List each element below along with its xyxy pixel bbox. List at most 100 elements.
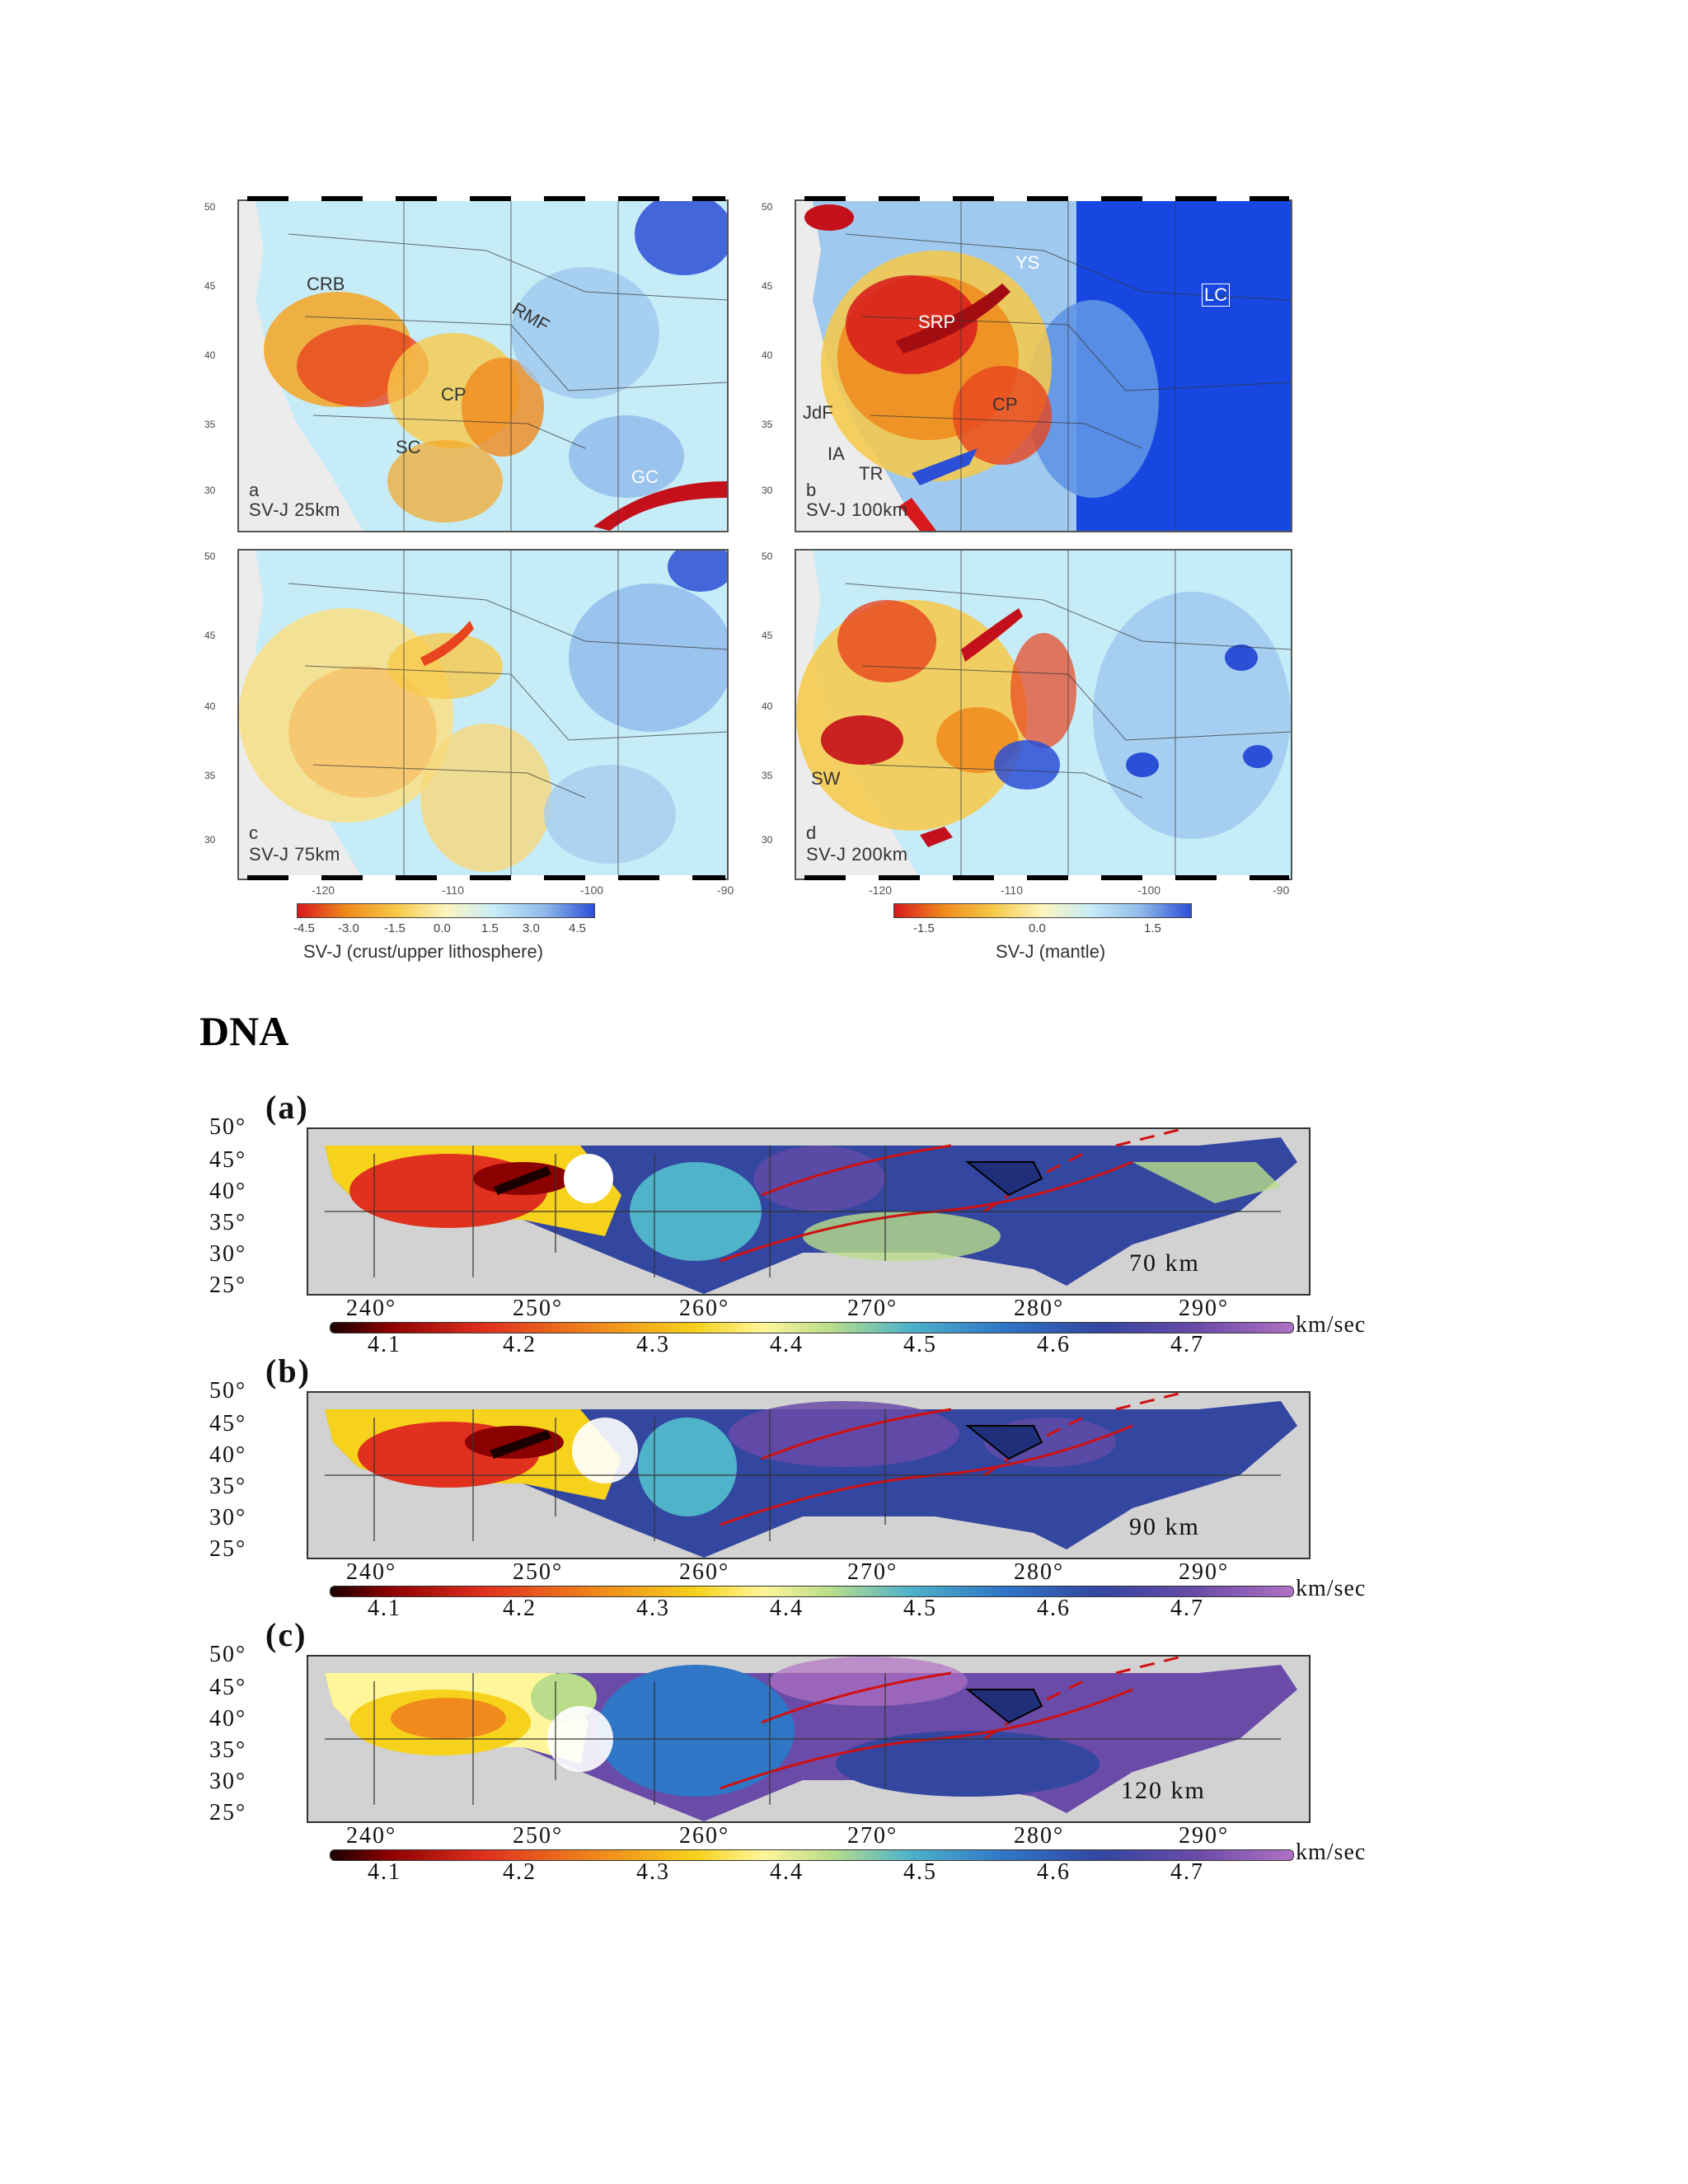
region-label: IA bbox=[828, 443, 845, 464]
colorbar-tick: 4.7 bbox=[1170, 1859, 1204, 1885]
lon-tick: -110 bbox=[442, 883, 464, 897]
colorbar-tick: 4.5 bbox=[903, 1332, 937, 1357]
lon-tick: 270° bbox=[847, 1296, 898, 1321]
section-heading: DNA bbox=[199, 1008, 289, 1054]
lon-tick: 250° bbox=[513, 1559, 564, 1585]
colorbar-tick: 4.7 bbox=[1170, 1332, 1204, 1357]
lat-tick: 40° bbox=[209, 1179, 247, 1204]
colorbar-title: SV-J (mantle) bbox=[996, 941, 1106, 962]
colorbar-tick: -3.0 bbox=[338, 921, 359, 935]
lat-tick: 40° bbox=[209, 1442, 247, 1468]
colorbar-tick: 4.1 bbox=[368, 1332, 401, 1357]
colorbar-tick: 4.6 bbox=[1037, 1332, 1071, 1357]
colorbar-tick: 4.6 bbox=[1037, 1859, 1071, 1885]
lon-tick: 250° bbox=[513, 1296, 564, 1321]
lat-tick: 30° bbox=[209, 1769, 247, 1794]
lon-tick: -90 bbox=[717, 883, 734, 897]
colorbar-tick: 3.0 bbox=[523, 921, 540, 935]
lon-tick: 240° bbox=[346, 1559, 397, 1585]
colorbar-tick: 4.3 bbox=[636, 1596, 670, 1621]
lat-tick: 35 bbox=[204, 419, 216, 430]
velocity-map-b bbox=[796, 201, 1291, 531]
lat-tick: 25° bbox=[209, 1272, 247, 1298]
lon-tick: 270° bbox=[847, 1823, 898, 1849]
lat-tick: 35 bbox=[204, 770, 216, 781]
panel-title: SV-J 200km bbox=[806, 844, 908, 865]
lon-tick: 280° bbox=[1014, 1559, 1065, 1585]
colorbar-tick: 4.1 bbox=[368, 1596, 401, 1621]
lat-tick: 45 bbox=[204, 630, 216, 641]
panel-letter: c bbox=[249, 823, 259, 843]
lat-tick: 35 bbox=[762, 419, 773, 430]
frame-ticks bbox=[247, 196, 725, 201]
panel-label: (a) bbox=[265, 1089, 309, 1126]
lon-tick: 270° bbox=[847, 1559, 898, 1585]
lat-tick: 50 bbox=[204, 201, 216, 213]
colorbar-tick: 4.2 bbox=[503, 1859, 537, 1885]
lat-tick: 30 bbox=[762, 485, 773, 496]
lat-tick: 45 bbox=[204, 280, 216, 292]
lon-tick: -120 bbox=[869, 883, 893, 897]
region-label: CP bbox=[992, 394, 1018, 415]
lat-tick: 35° bbox=[209, 1474, 247, 1499]
colorbar-tick: 4.5 bbox=[569, 921, 586, 935]
lat-tick: 30° bbox=[209, 1241, 247, 1267]
panel-letter: b bbox=[806, 480, 817, 500]
velocity-map-d bbox=[796, 551, 1291, 879]
colorbar-tick: 4.4 bbox=[770, 1332, 804, 1357]
panel-title: SV-J 100km bbox=[806, 499, 908, 520]
region-label: CRB bbox=[307, 274, 345, 294]
colorbar-tick: 4.7 bbox=[1170, 1596, 1204, 1621]
lat-tick: 45 bbox=[762, 630, 773, 641]
colorbar-tick: 0.0 bbox=[434, 921, 451, 935]
colorbar bbox=[330, 1586, 1294, 1597]
colorbar bbox=[330, 1849, 1294, 1861]
colorbar-tick: -1.5 bbox=[913, 921, 935, 935]
lat-tick: 50° bbox=[209, 1114, 247, 1140]
colorbar-unit: km/sec bbox=[1296, 1840, 1367, 1865]
lon-tick: 290° bbox=[1179, 1559, 1230, 1585]
region-label: TR bbox=[859, 463, 884, 484]
velocity-map-90km bbox=[325, 1393, 1297, 1558]
colorbar-title: SV-J (crust/upper lithosphere) bbox=[303, 941, 544, 962]
colorbar-tick: 4.5 bbox=[903, 1596, 937, 1621]
depth-label: 70 km bbox=[1129, 1249, 1200, 1277]
colorbar-tick: 0.0 bbox=[1029, 921, 1046, 935]
colorbar-tick: 4.3 bbox=[636, 1859, 670, 1885]
lon-tick: 240° bbox=[346, 1823, 397, 1849]
lon-tick: 280° bbox=[1014, 1823, 1065, 1849]
velocity-map-c bbox=[239, 551, 727, 879]
frame-ticks bbox=[804, 875, 1289, 880]
colorbar bbox=[330, 1322, 1294, 1333]
colorbar-tick: 4.4 bbox=[770, 1596, 804, 1621]
lat-tick: 30° bbox=[209, 1505, 247, 1530]
velocity-map-70km bbox=[325, 1129, 1297, 1294]
panel-label: (b) bbox=[265, 1352, 311, 1390]
lat-tick: 25° bbox=[209, 1800, 247, 1825]
region-label: SW bbox=[811, 768, 841, 789]
map-panel-d: SW d SV-J 200km bbox=[795, 549, 1292, 880]
colorbar-tick: 4.2 bbox=[503, 1332, 537, 1357]
lat-tick: 35° bbox=[209, 1737, 247, 1763]
region-label: SRP bbox=[918, 312, 956, 332]
dna-map-c bbox=[307, 1655, 1311, 1823]
dna-map-b bbox=[307, 1391, 1311, 1559]
map-panel-b: YS LC SRP JdF CP IA TR b SV-J 100km bbox=[795, 199, 1292, 532]
lat-tick: 45 bbox=[762, 280, 773, 292]
frame-ticks bbox=[804, 196, 1289, 201]
lat-tick: 30 bbox=[204, 834, 216, 846]
colorbar-tick: 4.4 bbox=[770, 1859, 804, 1885]
region-label: YS bbox=[1015, 252, 1040, 273]
colorbar-unit: km/sec bbox=[1296, 1576, 1367, 1601]
lon-tick: -90 bbox=[1273, 883, 1290, 897]
panel-title: SV-J 75km bbox=[249, 844, 340, 865]
lon-tick: -110 bbox=[1001, 883, 1023, 897]
depth-label: 120 km bbox=[1121, 1777, 1206, 1804]
lon-tick: -120 bbox=[312, 883, 335, 897]
lat-tick: 50 bbox=[762, 551, 773, 562]
lat-tick: 50° bbox=[209, 1642, 247, 1667]
region-label: CP bbox=[441, 384, 467, 405]
lat-tick: 50 bbox=[204, 551, 216, 562]
colorbar-tick: 4.5 bbox=[903, 1859, 937, 1885]
dna-map-a bbox=[307, 1127, 1311, 1296]
